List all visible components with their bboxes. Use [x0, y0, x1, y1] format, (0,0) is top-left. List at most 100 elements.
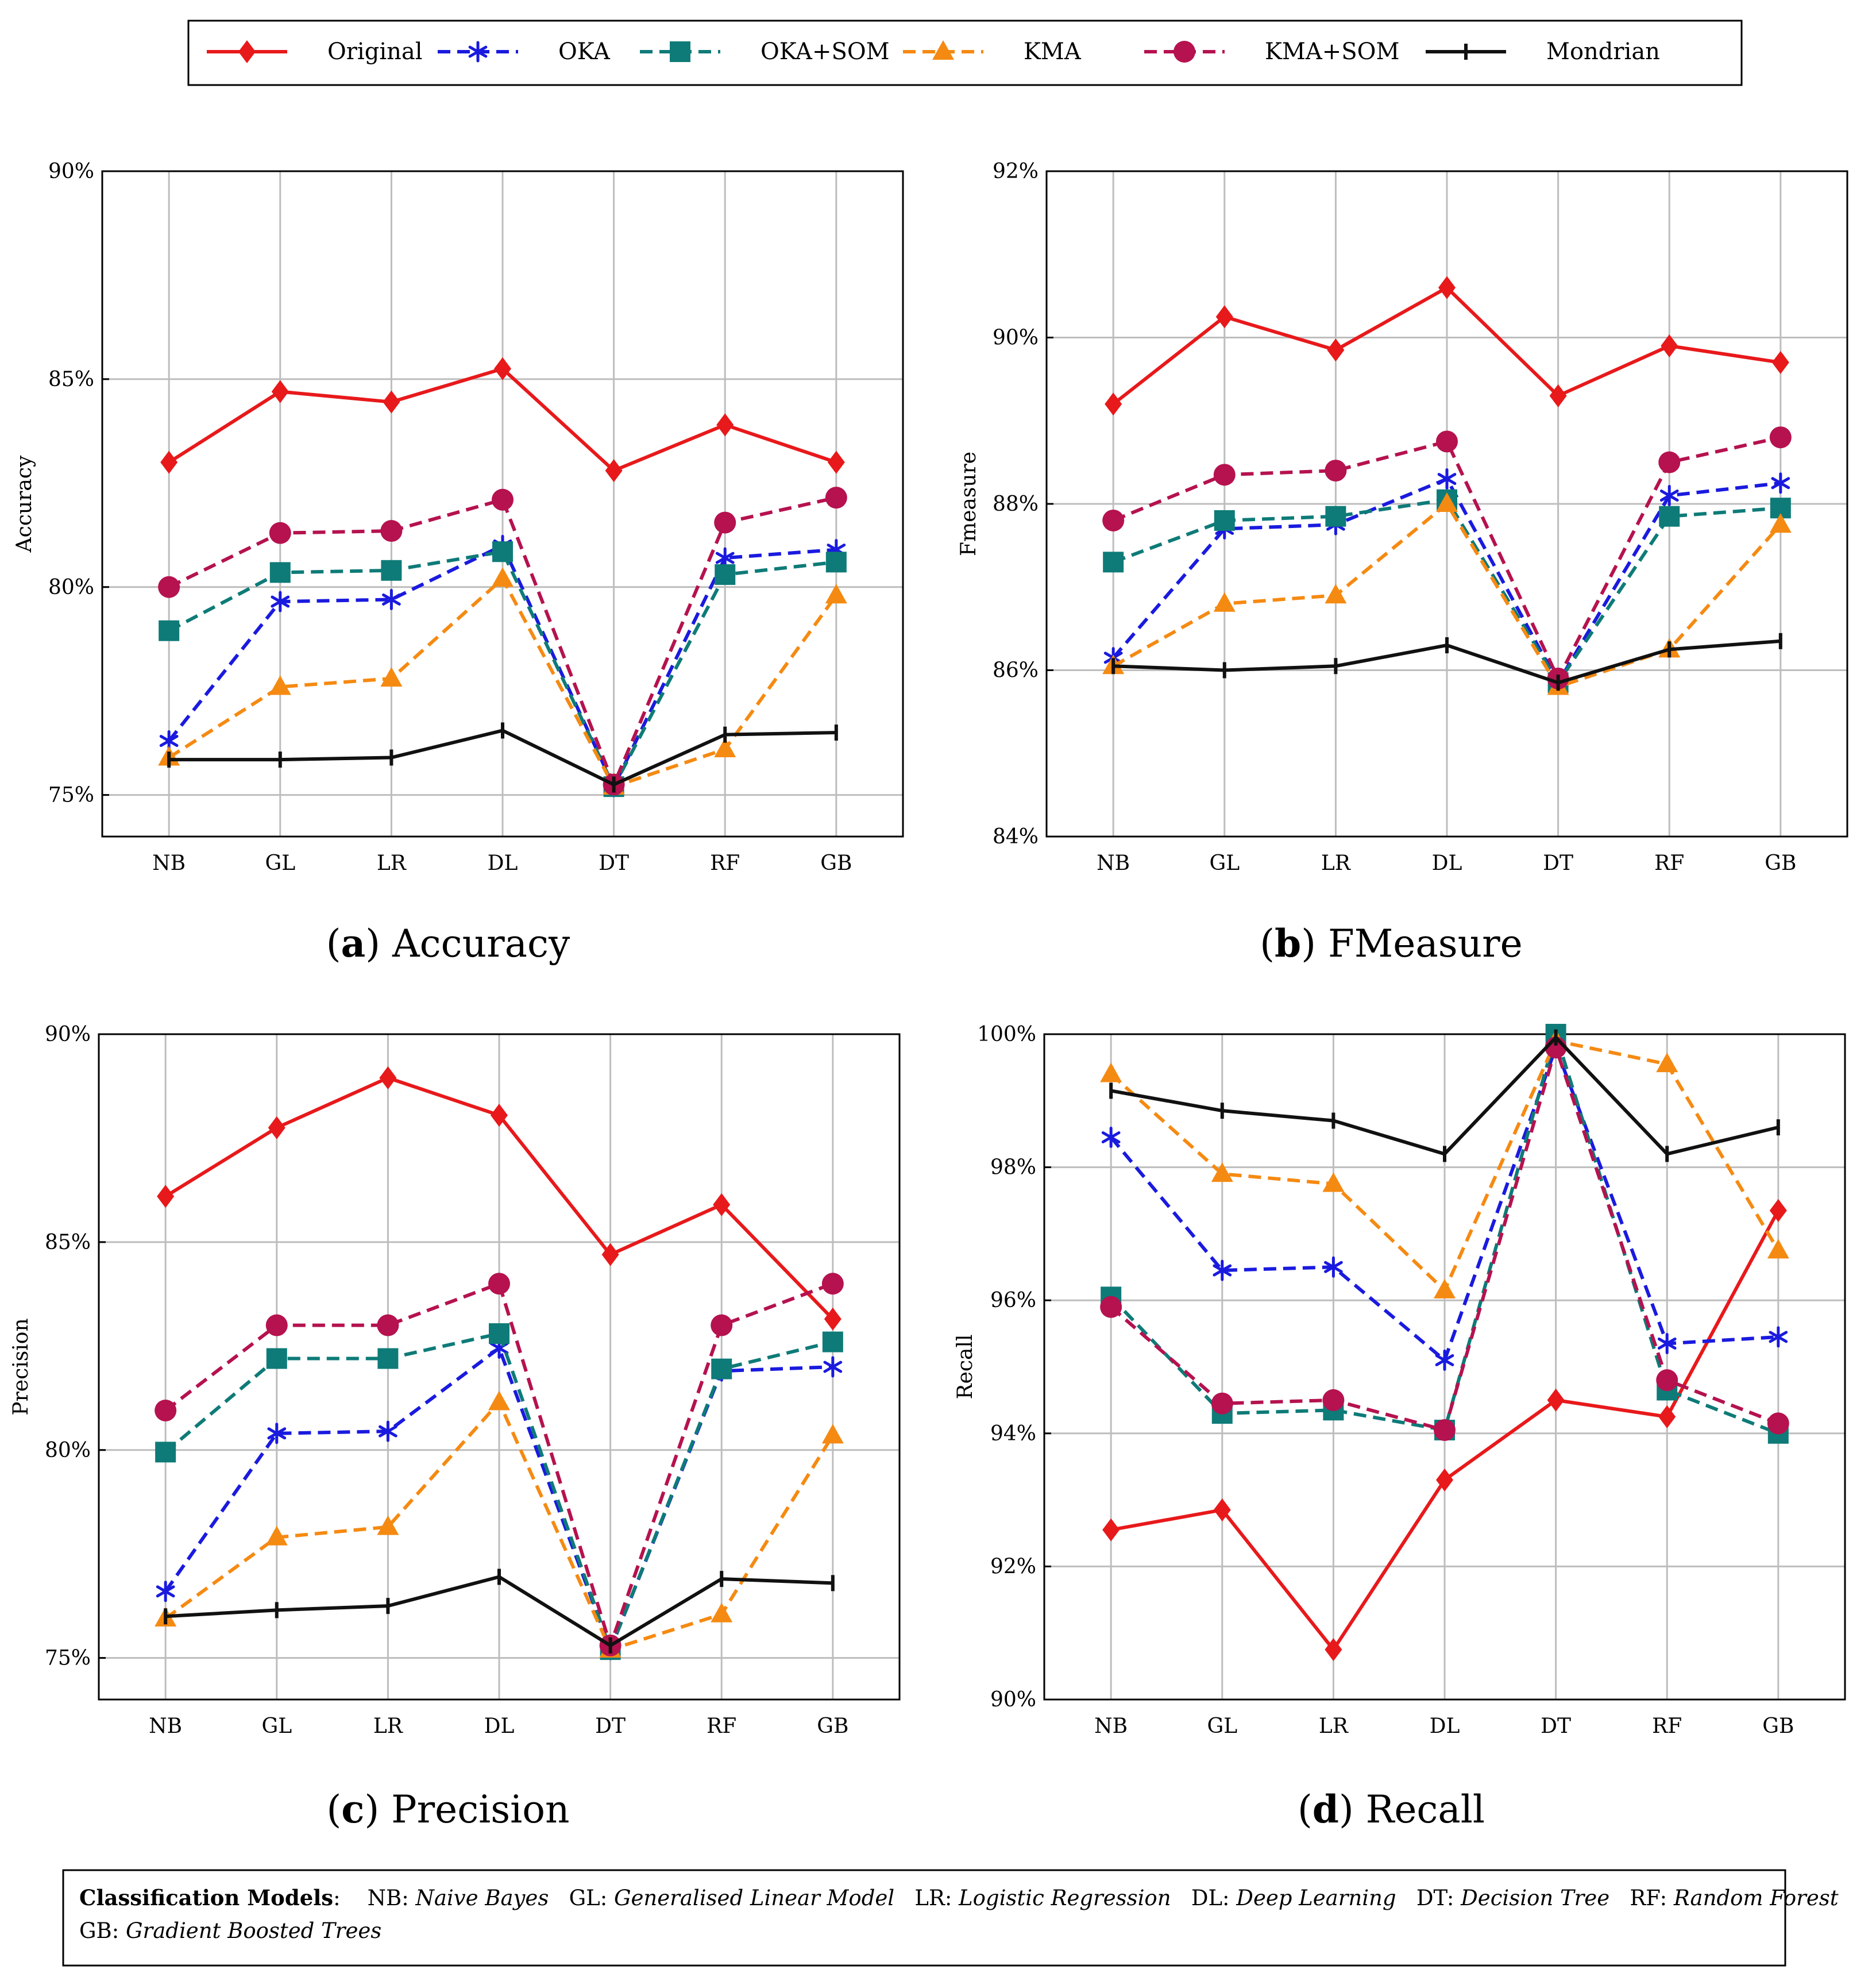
legend-marker-diamond [238, 40, 256, 63]
data-point-gb [1767, 1412, 1789, 1435]
data-point-dl [492, 567, 514, 587]
panel-precision: 75% 80% 85% 90% NB GL LR DL DT RF GB Precision [9, 1023, 901, 1738]
caption-letter-close: ) [1301, 922, 1328, 966]
caption-letter-close: ) [365, 922, 392, 966]
data-point-rf [1661, 334, 1678, 357]
footer-abbr: DT: [1416, 1886, 1461, 1910]
data-point-rf [1656, 1053, 1678, 1073]
legend-item-kma-plus-som: KMA+SOM [1144, 38, 1399, 65]
data-point-dl [1437, 468, 1457, 490]
data-point-gb [825, 487, 847, 509]
y-tick-label: 85% [45, 1231, 91, 1254]
data-point-rf [711, 1358, 732, 1379]
data-point-gl [1211, 1392, 1233, 1415]
x-tick-label: DT [1541, 1714, 1571, 1738]
y-tick-label: 100% [977, 1023, 1036, 1046]
data-point-lr [380, 520, 403, 542]
data-point-gl [1213, 1259, 1232, 1281]
y-tick-labels: 75% 80% 85% 90% [48, 160, 109, 807]
footer-abbr: RF: [1630, 1886, 1673, 1910]
data-point-nb [157, 1185, 175, 1208]
data-point-dl [491, 1104, 508, 1127]
data-point-dt [605, 459, 623, 483]
y-tick-label: 90% [45, 1023, 91, 1046]
y-tick-label: 85% [48, 368, 94, 391]
caption-letter-bold: c [341, 1787, 364, 1832]
data-point-lr [382, 588, 401, 610]
data-point-nb [155, 1442, 176, 1463]
data-point-dl [492, 541, 513, 562]
x-tick-label: GB [817, 1714, 848, 1738]
data-point-nb [158, 576, 180, 598]
x-tick-label: LR [1321, 851, 1351, 875]
caption-letter-bold: b [1275, 921, 1301, 966]
y-axis-label: Accuracy [13, 455, 36, 553]
data-point-gb [1769, 513, 1792, 533]
footer-full: Gradient Boosted Trees [126, 1918, 381, 1943]
series-mondrian [1111, 633, 1782, 691]
data-point-lr [1324, 1256, 1343, 1278]
data-point-dl [489, 1323, 509, 1344]
caption-letter-bold: a [341, 921, 366, 966]
x-tick-label: GB [1762, 1714, 1794, 1738]
data-point-lr [379, 1066, 397, 1089]
x-tick-label: NB [1094, 1714, 1128, 1738]
legend-marker-square [670, 41, 690, 62]
x-tick-label: DL [1432, 851, 1462, 875]
data-point-dl [1435, 1349, 1454, 1371]
data-point-gb [821, 1273, 844, 1295]
footer-full: Generalised Linear Model [614, 1886, 914, 1910]
y-axis-label: Recall [954, 1334, 977, 1399]
legend-item-kma: KMA [903, 38, 1082, 65]
y-tick-label: 90% [993, 326, 1039, 350]
data-point-gl [271, 380, 289, 403]
data-point-dt [1547, 1388, 1565, 1412]
x-tick-labels: NB GL LR DL DT RF GB [1094, 1714, 1794, 1738]
data-point-lr [1325, 506, 1346, 527]
data-point-gb [1771, 472, 1790, 494]
y-tick-label: 80% [45, 1439, 91, 1462]
data-point-lr [379, 1420, 397, 1442]
series-original [1102, 1199, 1787, 1662]
data-point-nb [1105, 392, 1122, 416]
x-tick-label: DL [1430, 1714, 1460, 1738]
data-point-lr [1327, 338, 1345, 362]
data-point-rf [1659, 506, 1680, 527]
data-point-rf [1658, 451, 1681, 473]
classification-models-footer: Classification Models: NB: Naive Bayes G… [62, 1869, 1839, 1967]
x-tick-label: LR [377, 851, 407, 875]
data-point-rf [713, 1193, 731, 1216]
caption-letter: ( [1298, 1787, 1313, 1832]
data-point-lr [380, 666, 403, 687]
data-point-dl [494, 357, 511, 380]
y-tick-label: 96% [990, 1289, 1036, 1312]
axes-frame [98, 1033, 901, 1701]
x-tick-label: NB [152, 851, 186, 875]
caption-text: Recall [1366, 1787, 1485, 1832]
x-tick-label: DT [595, 1714, 626, 1738]
footer-full: Logistic Regression [958, 1886, 1191, 1910]
footer-abbr: GB: [79, 1918, 126, 1943]
data-point-rf [1659, 485, 1679, 507]
x-tick-label: NB [149, 1714, 182, 1738]
data-point-nb [1100, 1296, 1122, 1318]
data-point-dl [1436, 492, 1458, 512]
y-tick-labels: 84% 86% 88% 90% 92% [993, 160, 1053, 849]
caption-precision: (c) Precision [327, 1787, 570, 1832]
x-tick-label: RF [707, 1714, 736, 1738]
legend-label: OKA [558, 38, 611, 65]
y-tick-label: 80% [48, 576, 94, 599]
data-point-nb [1100, 1062, 1122, 1082]
legend-label: KMA [1024, 38, 1082, 65]
x-tick-label: DT [599, 851, 629, 875]
data-point-gb [1769, 1326, 1788, 1348]
data-point-gl [271, 591, 290, 612]
x-tick-label: GL [1207, 1714, 1237, 1738]
x-tick-label: GB [1765, 851, 1796, 875]
data-point-gb [821, 1424, 844, 1444]
data-point-gl [269, 562, 291, 583]
series-mondrian [1109, 1029, 1780, 1162]
data-point-nb [1103, 552, 1124, 573]
footer-abbr: DL: [1191, 1886, 1236, 1910]
footer-abbr: GL: [569, 1886, 614, 1910]
